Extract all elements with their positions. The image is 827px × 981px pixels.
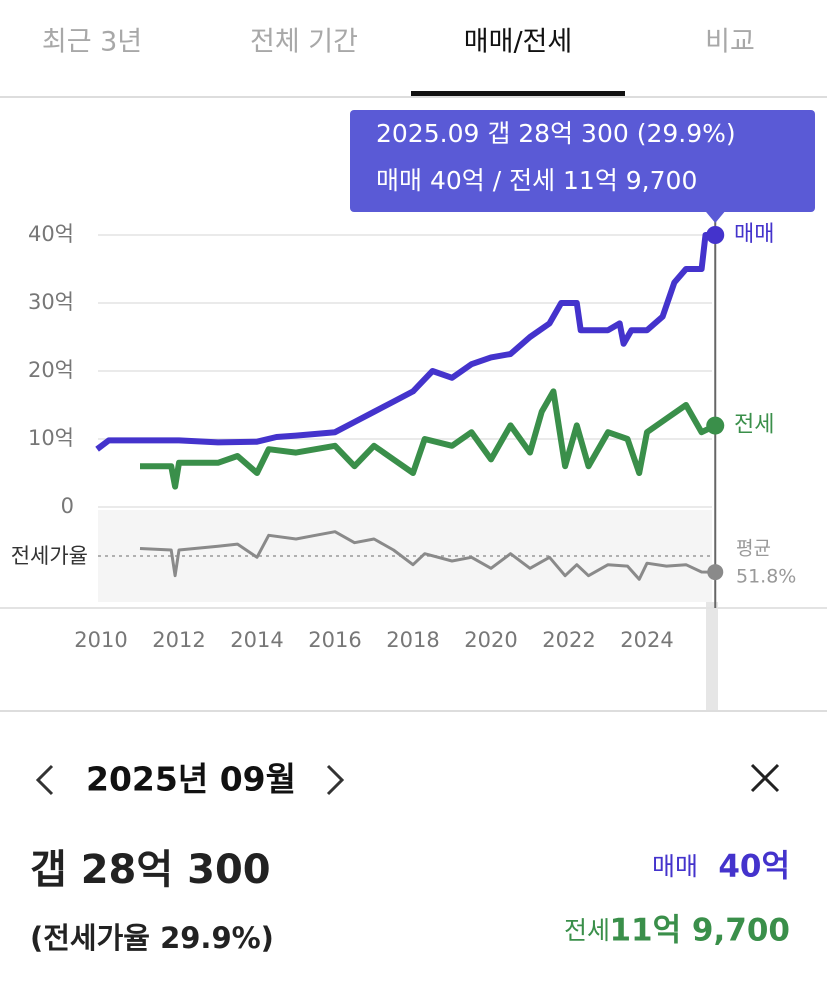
cursor-track <box>706 602 718 710</box>
sale-label: 매매 <box>652 852 698 881</box>
x-tick-label: 2016 <box>308 628 361 652</box>
tooltip-line: 매매 40억 / 전세 11억 9,700 <box>376 166 697 195</box>
sale-value: 40억 <box>718 849 790 885</box>
close-button[interactable] <box>750 763 780 793</box>
x-tick-label: 2012 <box>152 628 205 652</box>
tab[interactable]: 매매/전세 <box>464 27 572 58</box>
x-tick-label: 2014 <box>230 628 283 652</box>
series-line <box>140 388 717 490</box>
end-point <box>707 564 724 581</box>
tooltip-line: 2025.09 갭 28억 300 (29.9%) <box>376 119 736 148</box>
tabs: 최근 3년 전체 기간 매매/전세 비교 <box>42 27 755 96</box>
tab-underline <box>411 91 625 96</box>
detail-date: 2025년 09월 <box>86 760 296 799</box>
tooltip-pointer <box>705 211 726 223</box>
y-tick-label: 10억 <box>28 426 74 450</box>
detail-ratio: (전세가율 29.9%) <box>30 921 274 955</box>
tab[interactable]: 전체 기간 <box>250 27 358 58</box>
detail-gap: 갭 28억 300 <box>30 847 271 893</box>
x-tick-label: 2018 <box>386 628 439 652</box>
jeonse-value: 11억 9,700 <box>609 913 790 949</box>
chart: 0 10억 20억 30억 40억 2010 2012 2014 2016 2018 2020 202… <box>11 110 815 652</box>
x-tick-label: 2010 <box>74 628 127 652</box>
series-line <box>139 530 716 581</box>
tab[interactable]: 최근 3년 <box>42 27 142 58</box>
tooltip: 2025.09 갭 28억 300 (29.9%) 매매 40억 / 전세 11억… <box>350 110 815 223</box>
x-tick-label: 2024 <box>620 628 673 652</box>
y-tick-label: 30억 <box>28 290 74 314</box>
jeonse-label: 전세 <box>564 916 610 945</box>
average-title: 평균 <box>736 538 771 560</box>
ratio-label: 전세가율 <box>11 544 88 568</box>
x-tick-label: 2022 <box>542 628 595 652</box>
end-point <box>706 416 725 435</box>
y-tick-label: 20억 <box>28 358 74 382</box>
series-label: 전세 <box>734 413 774 438</box>
average-value: 51.8% <box>736 566 796 588</box>
y-tick-label: 40억 <box>28 222 74 246</box>
prev-button[interactable] <box>35 764 54 796</box>
end-point <box>706 226 725 244</box>
y-tick-label: 0 <box>61 494 74 518</box>
next-button[interactable] <box>326 764 345 796</box>
tab[interactable]: 비교 <box>705 27 755 58</box>
series-label: 매매 <box>734 222 774 247</box>
tooltip-box <box>350 110 815 212</box>
series-line <box>95 232 716 452</box>
x-tick-label: 2020 <box>464 628 517 652</box>
